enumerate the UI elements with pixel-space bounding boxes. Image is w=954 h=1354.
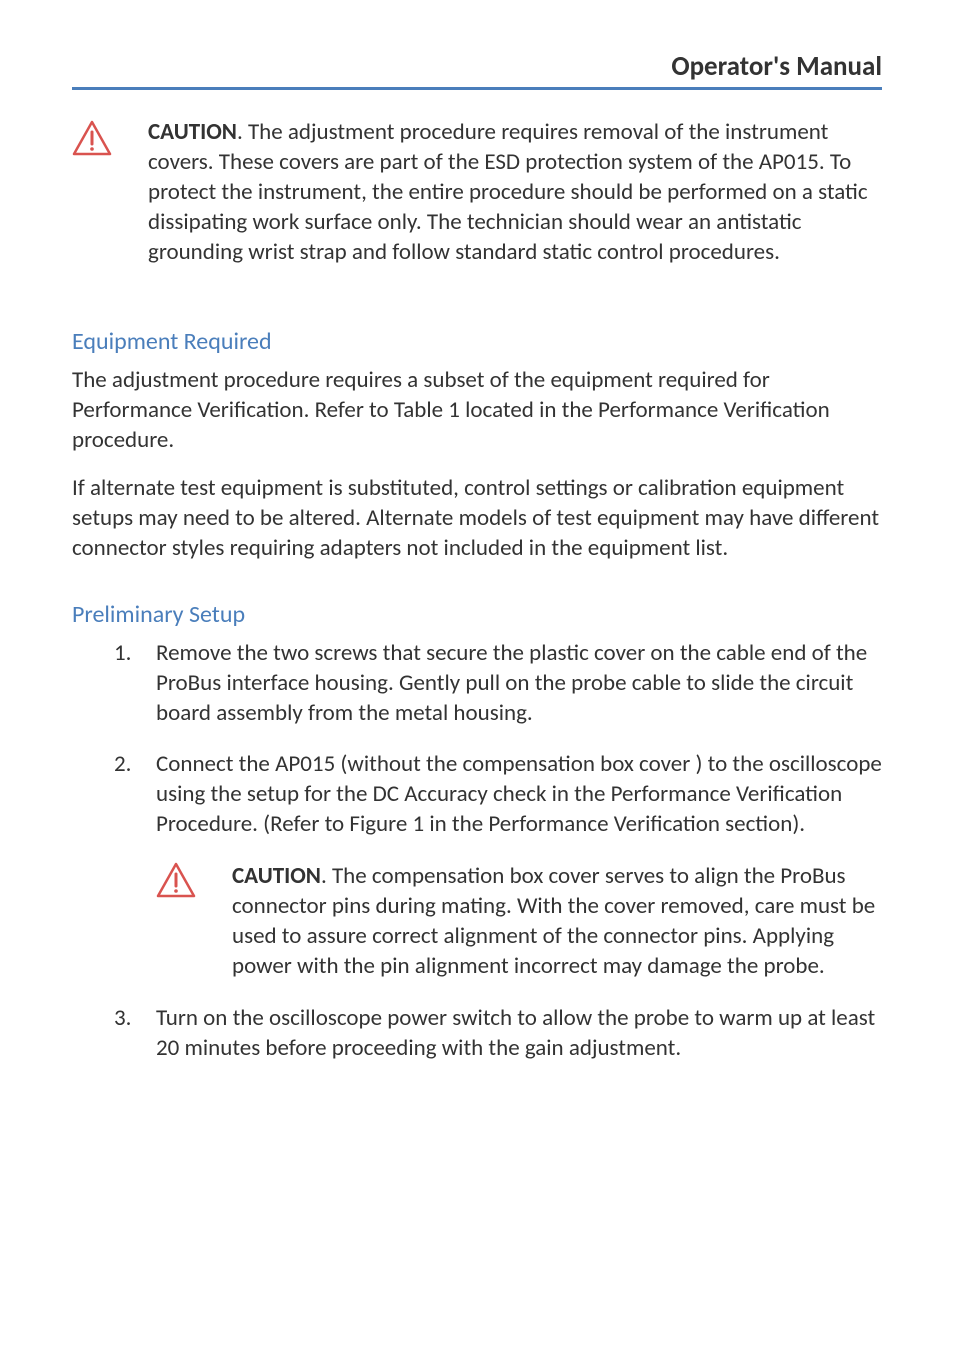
caution-label: CAUTION: [232, 862, 321, 890]
equipment-para-2: If alternate test equipment is substitut…: [72, 474, 882, 564]
caution-block: CAUTION. The adjustment procedure requir…: [72, 118, 882, 267]
equipment-heading: Equipment Required: [72, 327, 882, 356]
page-header: Operator's Manual: [72, 50, 882, 90]
caution-text: CAUTION. The adjustment procedure requir…: [148, 118, 882, 267]
caution-body: . The compensation box cover serves to a…: [232, 862, 875, 980]
caution-icon-wrap: [156, 862, 204, 907]
header-title: Operator's Manual: [671, 50, 882, 83]
procedure-step: Remove the two screws that secure the pl…: [72, 639, 882, 729]
equipment-para-1: The adjustment procedure requires a subs…: [72, 366, 882, 456]
step-text: Turn on the oscilloscope power switch to…: [156, 1004, 875, 1062]
step-text: Remove the two screws that secure the pl…: [156, 639, 867, 727]
warning-triangle-icon: [72, 120, 112, 156]
nested-caution-text: CAUTION. The compensation box cover serv…: [232, 862, 882, 982]
procedure-step: Connect the AP015 (without the compensat…: [72, 750, 882, 981]
preliminary-setup-section: Preliminary Setup Remove the two screws …: [72, 600, 882, 1064]
equipment-required-section: Equipment Required The adjustment proced…: [72, 327, 882, 563]
warning-triangle-icon: [156, 862, 196, 898]
caution-label: CAUTION: [148, 118, 237, 146]
setup-heading: Preliminary Setup: [72, 600, 882, 629]
procedure-step: Turn on the oscilloscope power switch to…: [72, 1004, 882, 1064]
caution-icon-wrap: [72, 118, 130, 161]
procedure-list: Remove the two screws that secure the pl…: [72, 639, 882, 1064]
step-text: Connect the AP015 (without the compensat…: [156, 750, 882, 838]
caution-body: . The adjustment procedure requires remo…: [148, 118, 868, 266]
nested-caution-block: CAUTION. The compensation box cover serv…: [156, 862, 882, 982]
